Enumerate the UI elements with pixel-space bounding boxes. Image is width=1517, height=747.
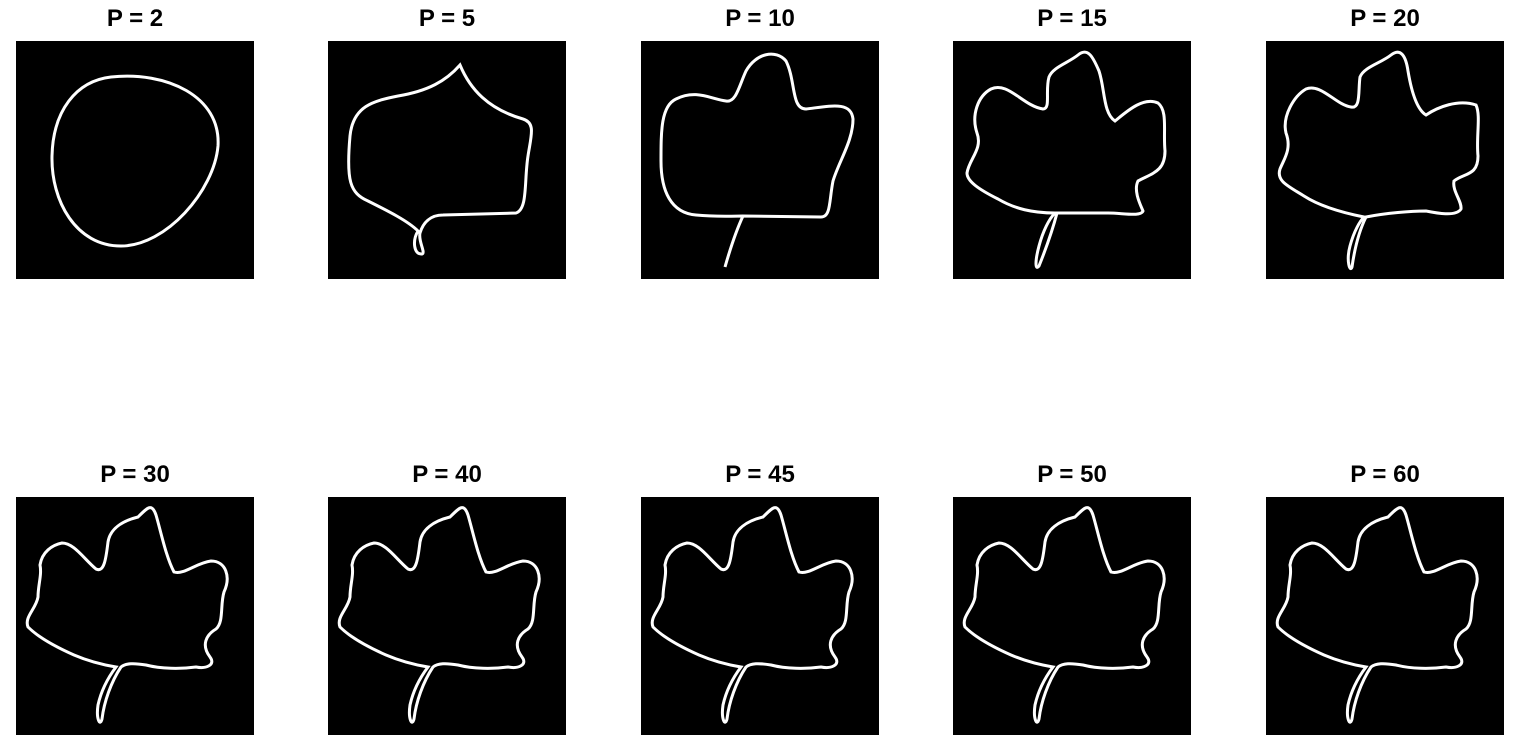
panel-background: [1266, 41, 1504, 279]
contour-curve: [50, 74, 220, 248]
contour-curve: [347, 62, 533, 256]
panel-title: P = 20: [1350, 5, 1420, 32]
contour-panel-p30: [16, 497, 254, 735]
contour-plot: [328, 497, 566, 735]
panel-background: [953, 497, 1191, 735]
panel-title: P = 15: [1037, 5, 1107, 32]
panel-title: P = 40: [412, 461, 482, 488]
contour-plot: [1266, 41, 1504, 279]
contour-curve: [1275, 506, 1479, 724]
contour-curve: [962, 506, 1166, 724]
panel-title: P = 45: [725, 461, 795, 488]
contour-plot: [16, 497, 254, 735]
panel-background: [641, 41, 879, 279]
panel-title: P = 50: [1037, 461, 1107, 488]
contour-panel-p50: [953, 497, 1191, 735]
contour-panel-p5: [328, 41, 566, 279]
contour-curve: [337, 506, 541, 724]
contour-panel-p10: [641, 41, 879, 279]
contour-curve: [650, 506, 854, 724]
panel-background: [953, 41, 1191, 279]
contour-plot: [641, 41, 879, 279]
contour-plot: [641, 497, 879, 735]
contour-panel-p45: [641, 497, 879, 735]
panel-background: [641, 497, 879, 735]
contour-panel-p2: [16, 41, 254, 279]
contour-plot: [1266, 497, 1504, 735]
contour-curve: [965, 50, 1167, 269]
contour-curve: [25, 506, 229, 724]
contour-panel-p60: [1266, 497, 1504, 735]
contour-plot: [328, 41, 566, 279]
contour-plot: [16, 41, 254, 279]
panel-title: P = 60: [1350, 461, 1420, 488]
contour-panel-p40: [328, 497, 566, 735]
panel-title: P = 5: [418, 5, 476, 32]
panel-background: [1266, 497, 1504, 735]
contour-plot: [953, 41, 1191, 279]
contour-panel-p15: [953, 41, 1191, 279]
panel-background: [16, 497, 254, 735]
panel-title: P = 10: [725, 5, 795, 32]
panel-background: [328, 497, 566, 735]
contour-panel-p20: [1266, 41, 1504, 279]
contour-curve: [659, 52, 855, 268]
contour-plot: [953, 497, 1191, 735]
panel-title: P = 30: [100, 461, 170, 488]
contour-curve: [1277, 50, 1480, 270]
panel-title: P = 2: [106, 5, 164, 32]
